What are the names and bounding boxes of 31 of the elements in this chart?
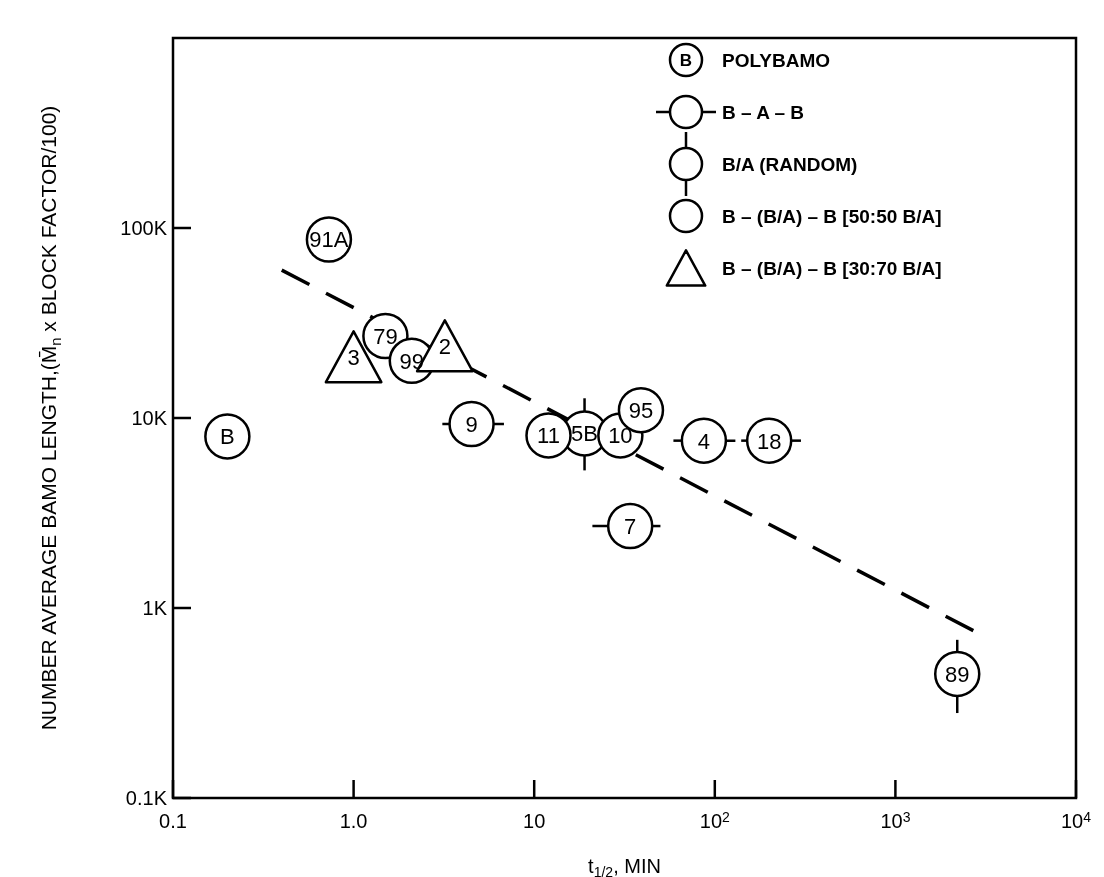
y-tick-label: 0.1K — [125, 787, 168, 809]
annotation: 95 — [628, 398, 654, 424]
annotation: 9 — [465, 411, 478, 437]
annotation: B — [679, 51, 693, 70]
y-tick-label: 100K — [120, 217, 168, 239]
annotation: B — [220, 424, 235, 450]
annotation: 7 — [624, 514, 637, 540]
annotation: 5B — [571, 421, 598, 447]
legend-label: B/A (RANDOM) — [722, 154, 858, 175]
annotation: 11 — [537, 423, 560, 449]
x-tick-label: 10$^{2}$ — [699, 809, 731, 832]
legend-label: B – (B/A) – B [30:70 B/A] — [722, 258, 942, 279]
y-tick-label: 10K — [131, 407, 168, 429]
annotation: 10 — [608, 423, 633, 449]
annotation: 4 — [697, 428, 710, 454]
annotation: 79 — [373, 324, 398, 350]
annotation: 91A — [309, 227, 349, 253]
annotation: 2 — [438, 333, 451, 359]
y-tick-label: 1K — [142, 597, 168, 619]
legend-label: POLYBAMO — [722, 50, 831, 71]
x-tick-label: 10 — [523, 810, 546, 832]
annotation: 3 — [347, 344, 360, 370]
legend-label: B – A – B — [722, 102, 805, 123]
x-tick-label: 0.1 — [159, 810, 187, 832]
x-axis-title: t$_{1/2}$, MIN — [588, 855, 661, 877]
legend-label: B – (B/A) – B [50:50 B/A] — [722, 206, 942, 227]
x-tick-label: 10$^{3}$ — [880, 809, 911, 832]
x-tick-label: 1.0 — [339, 810, 368, 832]
annotation: 18 — [756, 428, 782, 454]
x-tick-label: 10$^{4}$ — [1060, 809, 1092, 832]
annotation: 89 — [945, 661, 970, 687]
